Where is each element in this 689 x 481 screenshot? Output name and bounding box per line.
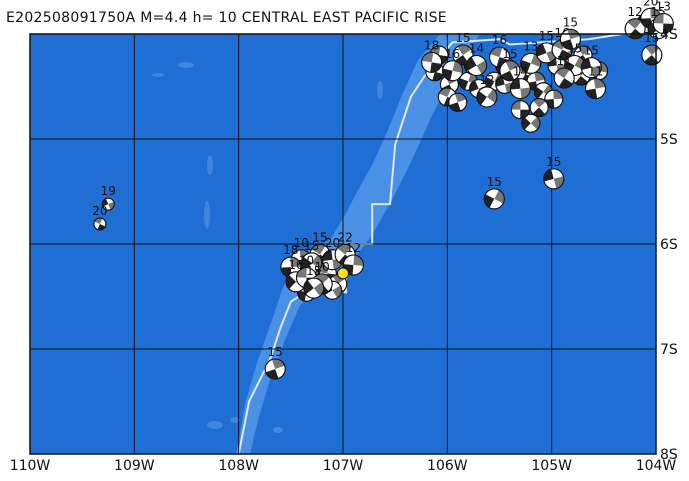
event-magnitude-label: 15 — [487, 175, 502, 189]
beachball-icon — [342, 254, 364, 276]
event-magnitude-label: 13 — [523, 39, 538, 53]
beachball-icon — [442, 60, 464, 82]
lat-tick-label: 4S — [660, 27, 678, 43]
lon-tick-label: 108W — [218, 458, 259, 474]
lon-tick-label: 105W — [531, 458, 572, 474]
event-magnitude-label: 20 — [325, 236, 340, 250]
event-magnitude-label: 10 — [314, 260, 329, 274]
lat-tick-label: 8S — [660, 447, 678, 463]
event-magnitude-label: 15 — [563, 15, 578, 29]
event-magnitude-label: 12 — [627, 5, 642, 19]
event-magnitude-label: 16 — [288, 258, 303, 272]
plate-boundary — [237, 33, 623, 455]
beachball-icon — [510, 100, 530, 120]
beachball-icon — [93, 217, 107, 231]
event-magnitude-label: 20 — [92, 204, 107, 218]
beachball-icon — [641, 44, 663, 66]
beachball-icon — [499, 60, 521, 82]
beachball-icon — [476, 86, 498, 108]
beachball-icon — [652, 13, 674, 34]
event-magnitude-label: 16 — [492, 33, 507, 47]
beachball-icon — [544, 89, 564, 109]
beachball-icon — [529, 98, 549, 117]
event-magnitude-label: 15 — [567, 42, 582, 56]
beachball-icon — [483, 188, 505, 210]
lon-tick-label: 109W — [114, 458, 155, 474]
event-magnitude-label: 15 — [306, 264, 321, 278]
event-magnitude-label: 15 — [546, 155, 561, 169]
event-magnitude-label: 14 — [469, 42, 484, 56]
epicenter-marker — [337, 267, 349, 280]
axis-tick-labels: 110W 109W 108W 107W 106W 105W 104W 4S 5S 6S 7S 8S — [10, 27, 678, 474]
beachball-icon — [101, 197, 115, 211]
event-magnitude-label: 15 — [502, 47, 517, 61]
event-magnitude-label: 20 — [643, 0, 658, 8]
lon-tick-label: 107W — [323, 458, 364, 474]
event-magnitude-label: 18 — [283, 243, 298, 257]
beachball-icon — [303, 277, 325, 299]
beachball-icon — [466, 55, 488, 76]
seamount — [273, 427, 283, 433]
lat-tick-label: 5S — [660, 132, 678, 148]
seamount — [207, 155, 213, 175]
event-magnitude-label: 10 — [299, 254, 314, 268]
seamount — [204, 201, 210, 229]
event-magnitude-label: 16 — [445, 47, 460, 61]
seamount — [178, 62, 194, 68]
map-title: E202508091750A M=4.4 h= 10 CENTRAL EAST … — [6, 10, 447, 26]
beachball-icon — [543, 168, 565, 190]
beachball-icon — [421, 51, 443, 73]
beachball-icon — [521, 113, 541, 133]
beachball-icon — [264, 358, 286, 380]
seamount — [207, 421, 223, 429]
lat-tick-label: 6S — [660, 237, 678, 253]
event-magnitude-label: 13 — [656, 0, 671, 14]
event-magnitude-label: 15 — [539, 29, 554, 43]
beachball-icon — [448, 92, 468, 112]
event-magnitude-label: 11 — [557, 54, 572, 68]
lat-tick-label: 7S — [660, 342, 678, 358]
event-magnitude-label: 19 — [101, 184, 116, 198]
seamount — [152, 73, 164, 77]
seamount — [377, 81, 383, 99]
event-magnitude-label: 12 — [346, 241, 361, 255]
seamount — [230, 417, 240, 423]
event-magnitude-label: 15 — [268, 345, 283, 359]
event-magnitude-label: 14 — [513, 65, 528, 79]
event-magnitude-label: 18 — [424, 38, 439, 52]
event-magnitude-label: 15 — [644, 31, 659, 45]
event-magnitude-label: 15 — [312, 231, 327, 245]
event-magnitude-label: 12 — [479, 73, 494, 87]
beachball-icon — [553, 67, 575, 89]
event-magnitude-label: 10 — [294, 236, 309, 250]
lon-tick-label: 106W — [427, 458, 468, 474]
event-magnitude-label: 15 — [304, 239, 319, 253]
map-frame — [29, 33, 657, 455]
lon-tick-label: 104W — [636, 458, 677, 474]
event-magnitude-label: 15 — [584, 44, 599, 58]
beachball-icon — [580, 57, 602, 79]
beachball-icon — [509, 78, 531, 100]
event-magnitude-label: 22 — [337, 231, 352, 245]
beachball-icon — [584, 78, 606, 100]
lon-tick-label: 110W — [10, 458, 51, 474]
event-magnitude-label: 11 — [588, 65, 603, 79]
